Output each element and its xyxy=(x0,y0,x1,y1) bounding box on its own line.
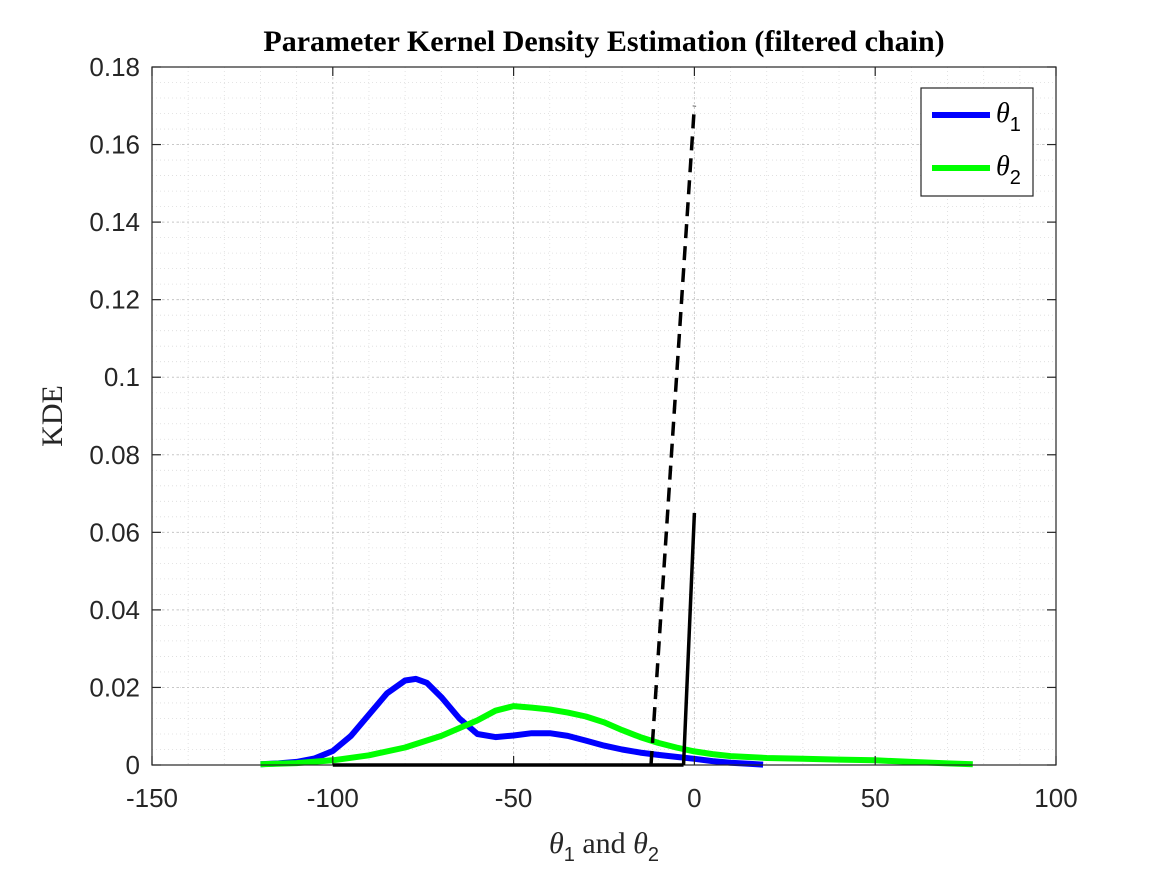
x-tick-label: 50 xyxy=(861,783,890,813)
x-label-theta-2: θ xyxy=(633,827,648,860)
y-tick-label: 0.04 xyxy=(89,595,140,625)
y-tick-label: 0.12 xyxy=(89,285,140,315)
y-tick-label: 0.16 xyxy=(89,130,140,160)
reference-lines xyxy=(332,105,697,767)
y-tick-label: 0 xyxy=(126,750,140,780)
y-tick-labels: 0 0.02 0.04 0.06 0.08 0.1 0.12 0.14 0.16 0.18 xyxy=(89,52,140,780)
series-line-theta1 xyxy=(260,675,764,768)
x-axis-label: θ1 and θ2 xyxy=(549,827,659,866)
x-tick-labels: -150 -100 -50 0 50 100 xyxy=(126,783,1078,813)
x-label-and: and xyxy=(575,827,633,860)
x-tick-label: -50 xyxy=(495,783,533,813)
x-tick-label: -150 xyxy=(126,783,178,813)
y-tick-label: 0.02 xyxy=(89,672,140,702)
legend: θ1 θ2 xyxy=(920,87,1034,197)
series-line-theta2 xyxy=(260,703,973,768)
y-tick-label: 0.1 xyxy=(104,362,140,392)
x-label-theta-1: θ xyxy=(549,827,564,860)
legend-box xyxy=(920,87,1034,197)
x-tick-label: 0 xyxy=(687,783,701,813)
reference-line-1 xyxy=(649,105,697,766)
x-tick-label: -100 xyxy=(307,783,359,813)
series-lines xyxy=(260,675,973,768)
y-tick-label: 0.08 xyxy=(89,440,140,470)
reference-line-2 xyxy=(681,512,697,766)
y-tick-label: 0.18 xyxy=(89,52,140,82)
y-tick-label: 0.14 xyxy=(89,207,140,237)
y-axis-label: KDE xyxy=(36,385,69,447)
x-label-sub-1: 1 xyxy=(564,844,575,866)
x-tick-label: 100 xyxy=(1034,783,1077,813)
x-label-sub-2: 2 xyxy=(648,844,659,866)
y-tick-label: 0.06 xyxy=(89,517,140,547)
legend-label-theta2: θ2 xyxy=(996,151,1021,189)
axis-ticks xyxy=(151,66,1057,766)
legend-label-theta1: θ1 xyxy=(996,98,1021,136)
plot-area xyxy=(152,67,1056,765)
chart-title: Parameter Kernel Density Estimation (fil… xyxy=(263,25,944,58)
